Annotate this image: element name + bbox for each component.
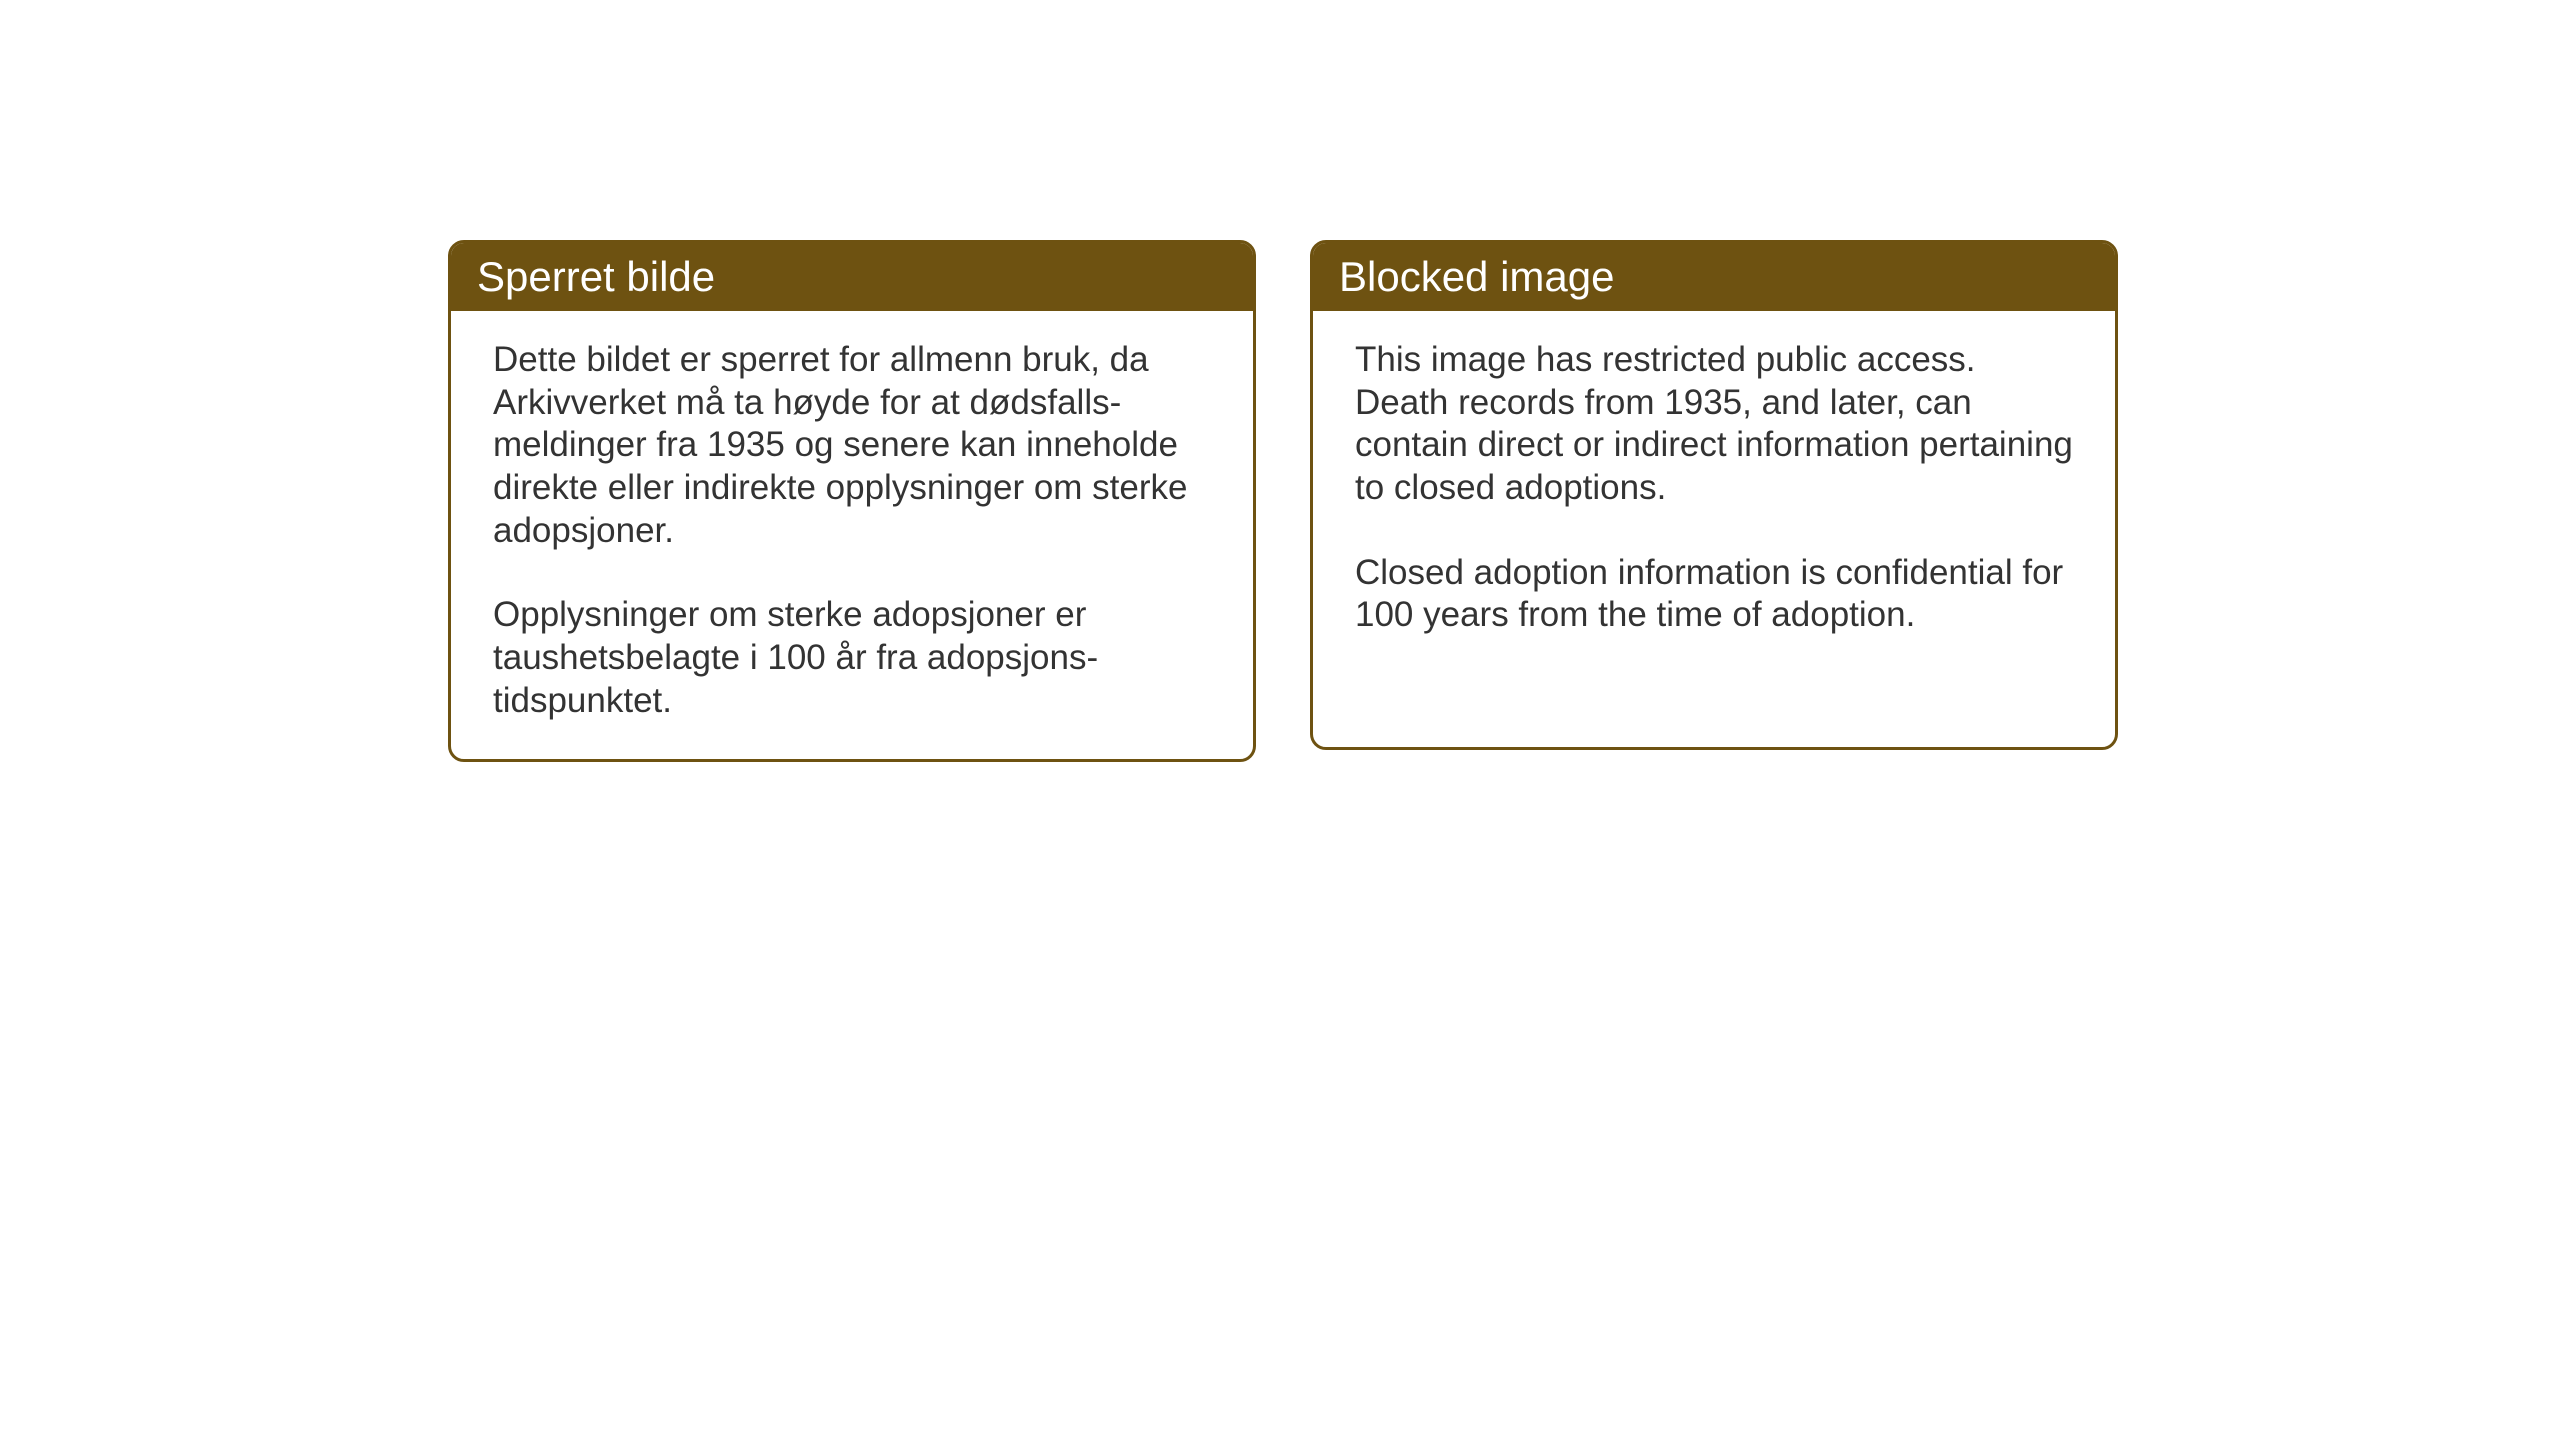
- notice-box-norwegian: Sperret bilde Dette bildet er sperret fo…: [448, 240, 1256, 762]
- notice-header-norwegian: Sperret bilde: [451, 243, 1253, 311]
- notice-paragraph-english-1: This image has restricted public access.…: [1355, 339, 2073, 510]
- notice-paragraph-norwegian-1: Dette bildet er sperret for allmenn bruk…: [493, 339, 1211, 552]
- notices-container: Sperret bilde Dette bildet er sperret fo…: [448, 240, 2118, 762]
- notice-header-english: Blocked image: [1313, 243, 2115, 311]
- notice-box-english: Blocked image This image has restricted …: [1310, 240, 2118, 750]
- notice-title-english: Blocked image: [1339, 253, 1614, 300]
- notice-body-english: This image has restricted public access.…: [1313, 311, 2115, 673]
- notice-title-norwegian: Sperret bilde: [477, 253, 715, 300]
- notice-body-norwegian: Dette bildet er sperret for allmenn bruk…: [451, 311, 1253, 759]
- notice-paragraph-english-2: Closed adoption information is confident…: [1355, 552, 2073, 637]
- notice-paragraph-norwegian-2: Opplysninger om sterke adopsjoner er tau…: [493, 594, 1211, 722]
